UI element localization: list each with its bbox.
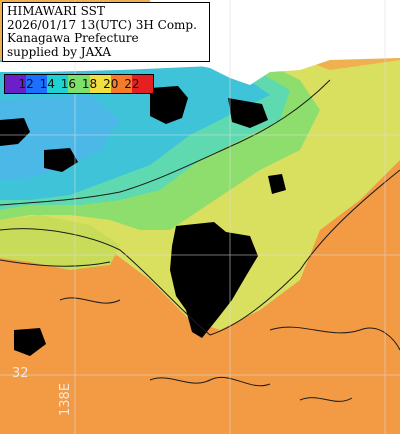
legend-label-16: 16 <box>60 77 77 91</box>
cloud-mask-north-2 <box>228 98 268 128</box>
sea-cold-patch <box>0 95 120 180</box>
cloud-mask-north <box>150 86 188 124</box>
legend-swatch-6 <box>110 75 132 93</box>
legend-label-14: 14 <box>39 77 55 91</box>
cloud-mask-main <box>170 222 258 338</box>
cloud-mask-east <box>268 174 286 194</box>
title-line-1: HIMAWARI SST <box>7 4 105 18</box>
cloud-mask-west <box>0 118 30 146</box>
cloud-mask-sw <box>14 328 46 356</box>
legend-swatch-1 <box>5 75 27 93</box>
title-line-3: Kanagawa Prefecture <box>7 31 139 45</box>
title-line-2: 2026/01/17 13(UTC) 3H Comp. <box>7 17 197 32</box>
map-title-box: HIMAWARI SST 2026/01/17 13(UTC) 3H Comp.… <box>2 2 210 62</box>
legend-label-22: 22 <box>124 77 140 91</box>
longitude-label: 138E <box>58 382 73 416</box>
title-line-4: supplied by JAXA <box>7 44 112 59</box>
legend-label-12: 12 <box>18 77 34 91</box>
sst-contours <box>0 79 400 402</box>
land-area-2 <box>0 62 212 72</box>
legend-swatch-5 <box>89 75 111 93</box>
legend-swatch-2 <box>26 75 48 93</box>
legend-swatch-3 <box>47 75 69 93</box>
land-area <box>150 0 400 85</box>
sst-color-legend: 12 14 16 18 20 22 <box>4 74 154 94</box>
legend-swatch-7 <box>131 75 153 93</box>
cloud-mask-west-2 <box>44 148 78 172</box>
legend-swatch-4 <box>68 75 90 93</box>
latitude-label: 32 <box>12 366 29 381</box>
legend-label-18: 18 <box>81 77 98 91</box>
legend-label-20: 20 <box>103 77 119 91</box>
